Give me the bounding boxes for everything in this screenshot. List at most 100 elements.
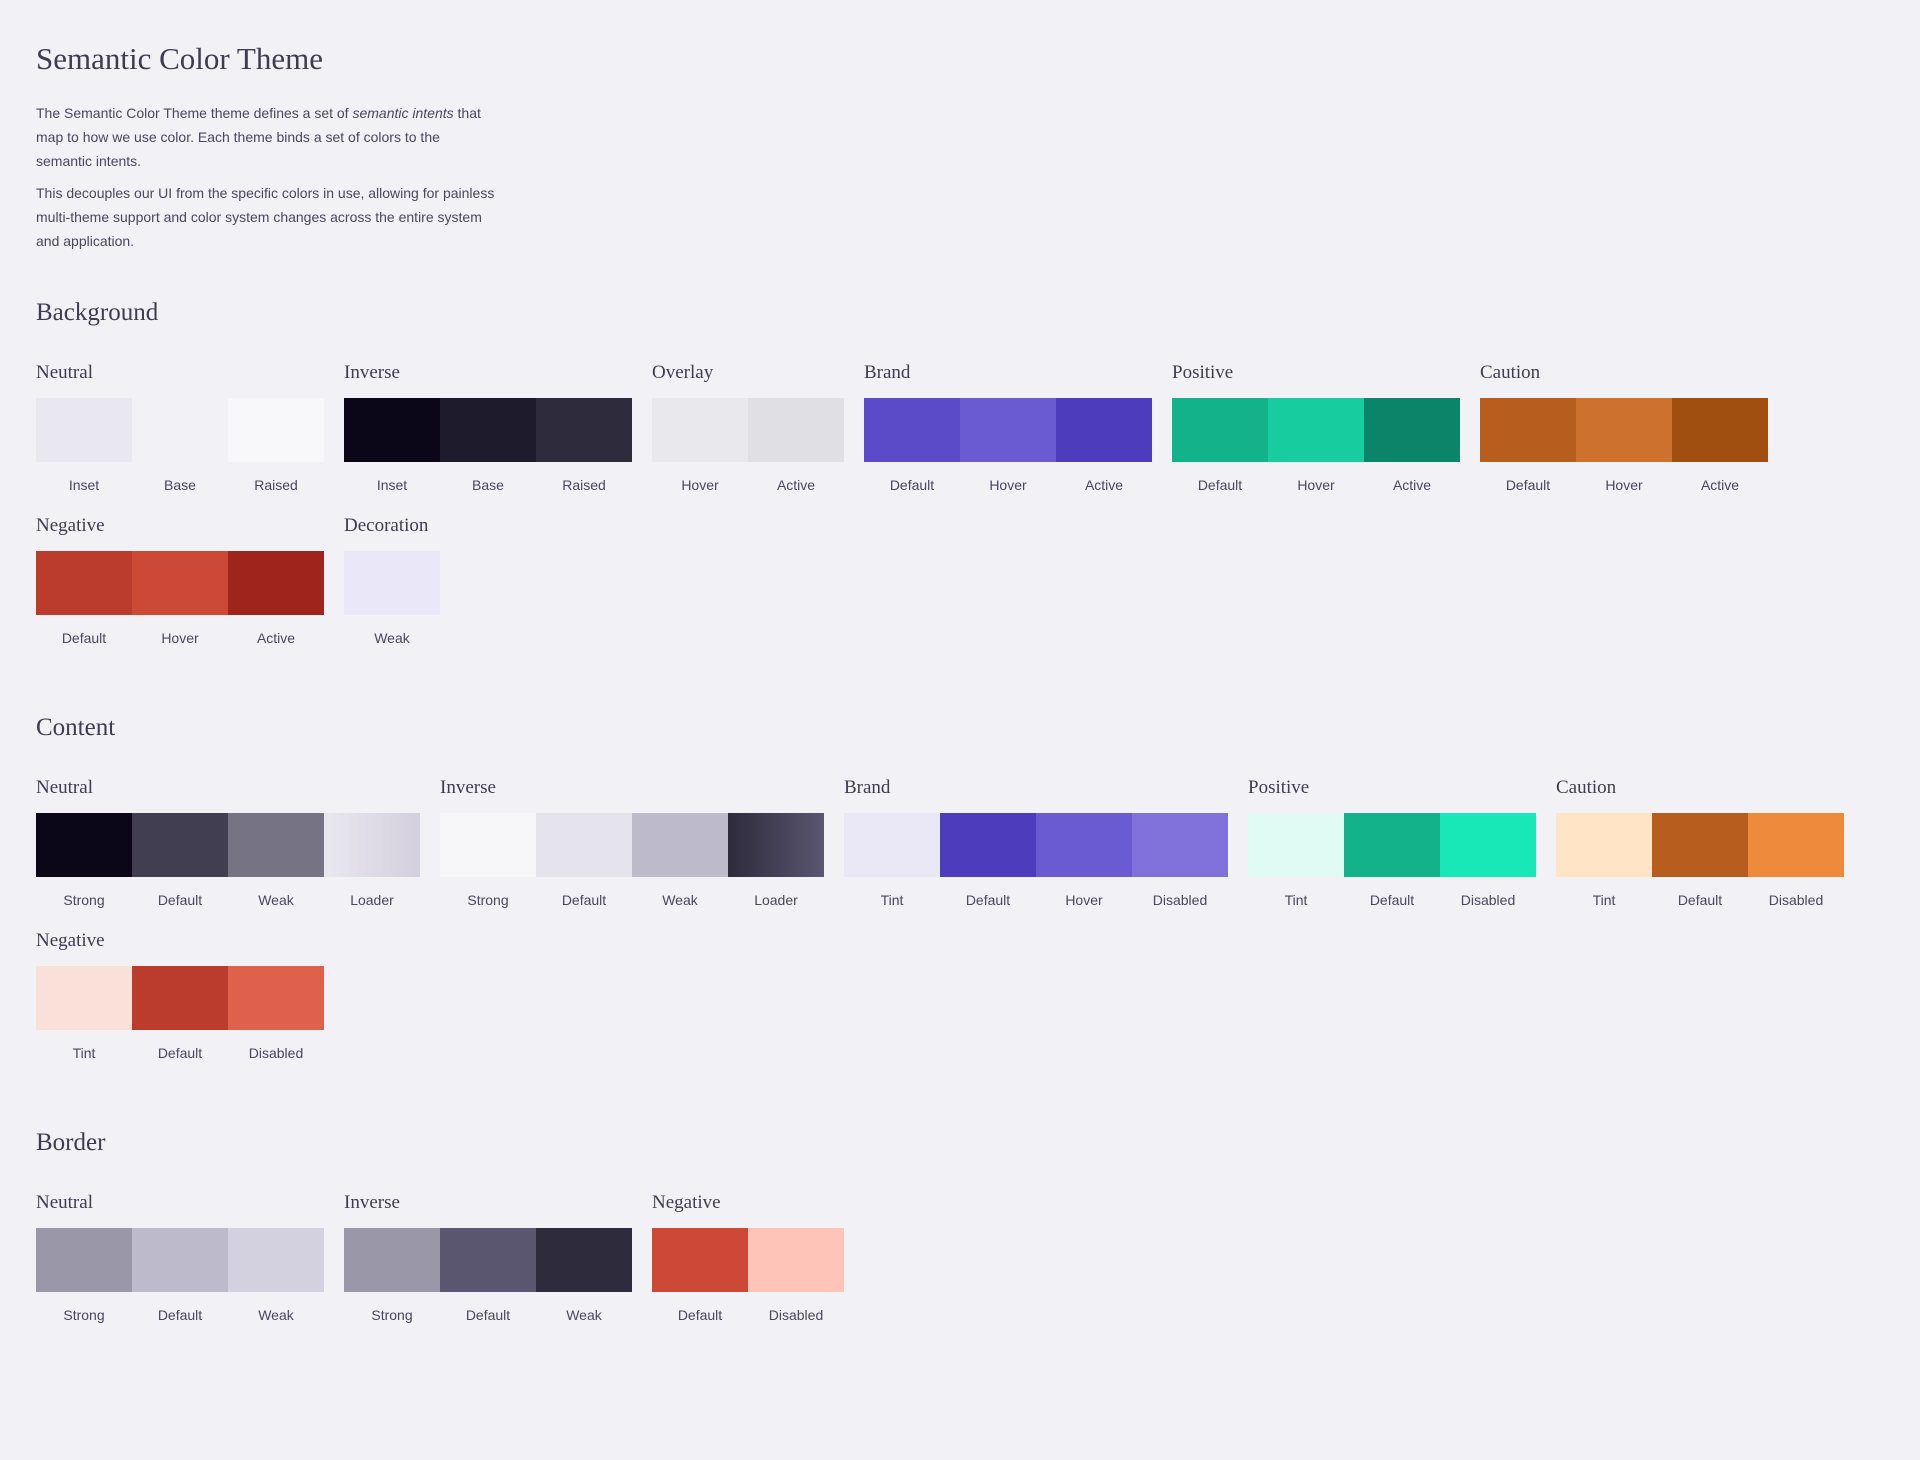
swatch-default: Default (132, 966, 228, 1062)
color-chip (652, 1228, 748, 1292)
swatch-label: Tint (72, 1045, 96, 1061)
swatch-label: Weak (662, 892, 698, 908)
color-chip (728, 813, 824, 877)
page: Semantic Color Theme The Semantic Color … (36, 41, 1884, 1345)
color-chip (1036, 813, 1132, 877)
swatch-label: Active (776, 477, 816, 493)
intro-text-a: The Semantic Color Theme theme defines a… (36, 105, 353, 121)
color-chip (132, 966, 228, 1030)
group-title: Caution (1480, 362, 1541, 383)
swatch-group-positive: Positive Default Hover Active (1172, 362, 1460, 494)
swatch-group-decoration: Decoration Weak (344, 515, 440, 647)
swatch-hover: Hover (132, 551, 228, 647)
swatch-group-neutral: Neutral Inset Base Raised (36, 362, 324, 494)
swatch-hover: Hover (960, 398, 1056, 494)
color-chip (132, 813, 228, 877)
color-chip (228, 966, 324, 1030)
swatch-label: Disabled (1152, 892, 1208, 908)
color-chip (228, 1228, 324, 1292)
swatch-default: Default (1480, 398, 1576, 494)
swatch-label: Default (561, 892, 607, 908)
color-chip (1364, 398, 1460, 462)
swatch-label: Inset (376, 477, 408, 493)
color-chip (344, 1228, 440, 1292)
swatch-label: Hover (1605, 477, 1643, 493)
color-chip (632, 813, 728, 877)
color-chip (536, 398, 632, 462)
swatch-active: Active (228, 551, 324, 647)
color-chip (748, 398, 844, 462)
swatch-loader: Loader (728, 813, 824, 909)
color-chip (1748, 813, 1844, 877)
swatch-label: Disabled (768, 1307, 824, 1323)
swatch-disabled: Disabled (1440, 813, 1536, 909)
swatch-label: Weak (258, 1307, 294, 1323)
color-chip (1248, 813, 1344, 877)
swatch-label: Default (1197, 477, 1243, 493)
swatch-label: Active (256, 630, 296, 646)
swatch-hover: Hover (1036, 813, 1132, 909)
swatch-row: Default Hover Active (1480, 398, 1768, 494)
swatch-hover: Hover (1576, 398, 1672, 494)
color-chip (36, 551, 132, 615)
swatch-inset: Inset (36, 398, 132, 494)
swatch-row: Weak (344, 551, 440, 647)
swatch-tint: Tint (36, 966, 132, 1062)
swatch-label: Base (472, 477, 504, 493)
color-chip (1132, 813, 1228, 877)
color-chip (36, 398, 132, 462)
color-chip (1556, 813, 1652, 877)
swatch-strong: Strong (344, 1228, 440, 1324)
color-chip (1268, 398, 1364, 462)
swatch-default: Default (940, 813, 1036, 909)
swatch-row: Tint Default Disabled (1556, 813, 1844, 909)
swatch-groups: Neutral Strong Default Weak Inverse Strong Def… (36, 1192, 1884, 1345)
group-title: Negative (36, 930, 105, 951)
swatch-group-negative: Negative Tint Default Disabled (36, 930, 324, 1062)
color-chip (132, 398, 228, 462)
swatch-label: Weak (258, 892, 294, 908)
color-chip (844, 813, 940, 877)
section-background: Background Neutral Inset Base Raised Inverse I… (36, 299, 1884, 668)
swatch-strong: Strong (36, 813, 132, 909)
swatch-label: Default (1677, 892, 1723, 908)
swatch-inset: Inset (344, 398, 440, 494)
swatch-default: Default (652, 1228, 748, 1324)
swatch-row: Strong Default Weak Loader (440, 813, 824, 909)
swatch-group-negative: Negative Default Disabled (652, 1192, 844, 1324)
section-border: Border Neutral Strong Default Weak Inverse Str… (36, 1129, 1884, 1345)
group-title: Overlay (652, 362, 714, 383)
swatch-label: Default (465, 1307, 511, 1323)
swatch-active: Active (1364, 398, 1460, 494)
color-chip (440, 1228, 536, 1292)
swatch-label: Disabled (1768, 892, 1824, 908)
swatch-label: Tint (880, 892, 904, 908)
swatch-disabled: Disabled (1132, 813, 1228, 909)
swatch-label: Raised (254, 477, 298, 493)
swatch-weak: Weak (344, 551, 440, 647)
swatch-active: Active (1672, 398, 1768, 494)
swatch-label: Hover (1297, 477, 1335, 493)
section-content: Content Neutral Strong Default Weak Loader Inv… (36, 714, 1884, 1083)
group-title: Inverse (440, 777, 496, 798)
color-chip (960, 398, 1056, 462)
swatch-row: Inset Base Raised (344, 398, 632, 494)
page-title: Semantic Color Theme (36, 41, 323, 76)
swatch-disabled: Disabled (228, 966, 324, 1062)
swatch-default: Default (864, 398, 960, 494)
swatch-groups: Neutral Inset Base Raised Inverse Inset Base Ra… (36, 362, 1884, 668)
swatch-group-brand: Brand Default Hover Active (864, 362, 1152, 494)
swatch-label: Default (965, 892, 1011, 908)
swatch-label: Disabled (1460, 892, 1516, 908)
color-chip (1576, 398, 1672, 462)
color-chip (440, 813, 536, 877)
group-title: Decoration (344, 515, 429, 536)
swatch-default: Default (132, 1228, 228, 1324)
swatch-default: Default (440, 1228, 536, 1324)
color-chip (36, 966, 132, 1030)
color-chip (36, 1228, 132, 1292)
group-title: Neutral (36, 777, 93, 798)
swatch-group-inverse: Inverse Strong Default Weak Loader (440, 777, 824, 909)
group-title: Brand (864, 362, 911, 383)
color-chip (1172, 398, 1268, 462)
